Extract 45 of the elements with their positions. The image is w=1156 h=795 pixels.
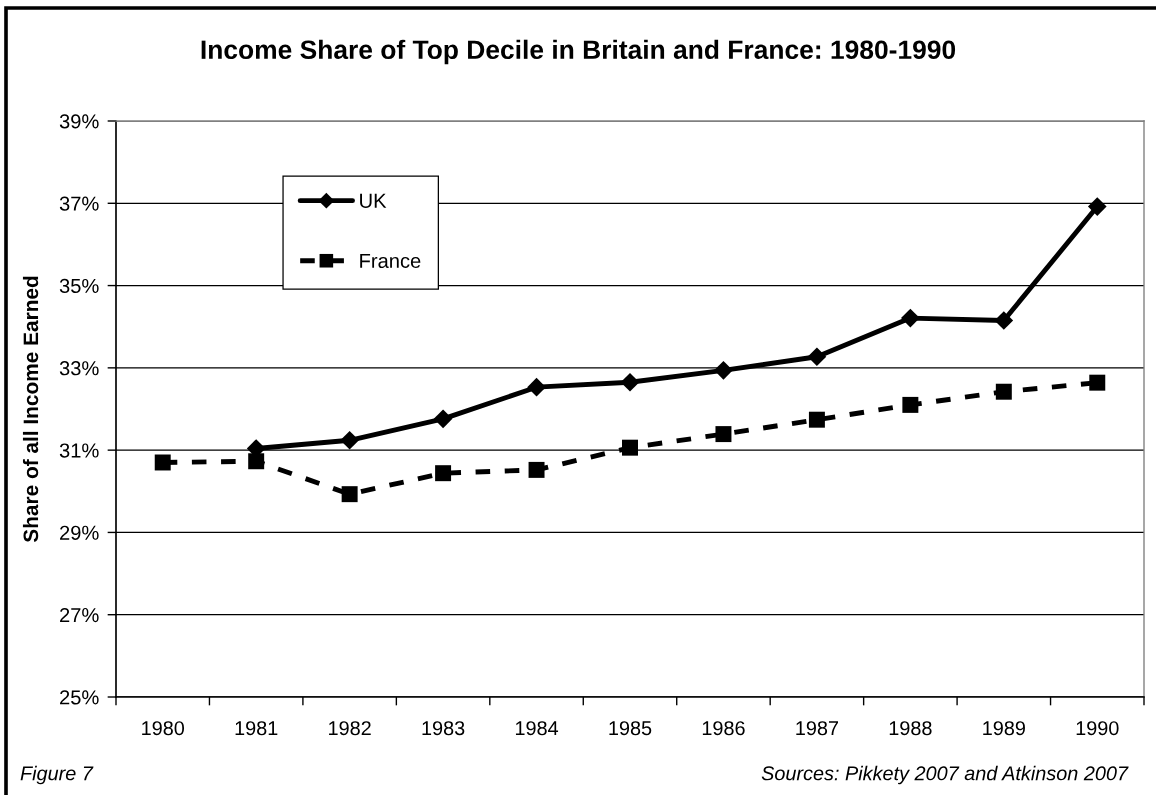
x-tick-label: 1984 — [515, 721, 559, 736]
y-tick-label: 29% — [60, 525, 99, 540]
y-tick-label: 39% — [59, 114, 99, 129]
legend-label: France — [360, 253, 421, 268]
x-tick-label: 1980 — [142, 721, 185, 736]
point — [807, 347, 827, 367]
x-tick-label: 1989 — [983, 721, 1025, 736]
y-tick-label: 31% — [59, 443, 99, 458]
point — [620, 372, 640, 392]
x-tick-label: 1982 — [329, 721, 371, 736]
x-tick-label: 1986 — [702, 721, 745, 736]
point — [1087, 197, 1107, 216]
point — [248, 453, 265, 470]
chart-title: Income Share of Top Decile in Britain and France: 1980-1990 — [201, 39, 956, 65]
y-tick-label: 33% — [59, 361, 99, 376]
point — [902, 396, 919, 413]
y-axis-title: Share of all Income Earned — [22, 276, 39, 543]
legend-label: UK — [360, 193, 387, 208]
point — [622, 439, 638, 456]
y-tick-label: 25% — [60, 690, 99, 705]
point — [994, 311, 1014, 330]
x-tick-label: 1987 — [796, 721, 839, 736]
x-tick-label: 1981 — [235, 721, 278, 736]
x-tick-label: 1988 — [889, 721, 932, 736]
point — [154, 454, 171, 471]
x-tick-label: 1985 — [609, 721, 652, 736]
point — [714, 361, 733, 380]
point — [901, 308, 920, 328]
x-tick-label: 1983 — [422, 721, 465, 736]
point — [808, 411, 825, 428]
point — [341, 486, 358, 503]
point — [995, 383, 1012, 400]
point — [340, 430, 359, 450]
y-tick-label: 27% — [60, 607, 99, 623]
y-tick-label: 37% — [59, 196, 99, 211]
point — [433, 409, 453, 429]
caption: Figure 7 — [20, 765, 94, 785]
source-note: Sources: Pikkety 2007 and Atkinson 2007 — [761, 765, 1129, 785]
y-tick-label: 35% — [59, 278, 99, 294]
x-tick-label: 1990 — [1076, 721, 1119, 736]
point — [435, 465, 452, 482]
point — [528, 461, 545, 478]
point — [715, 426, 732, 443]
point — [527, 377, 546, 397]
point — [1089, 374, 1106, 391]
